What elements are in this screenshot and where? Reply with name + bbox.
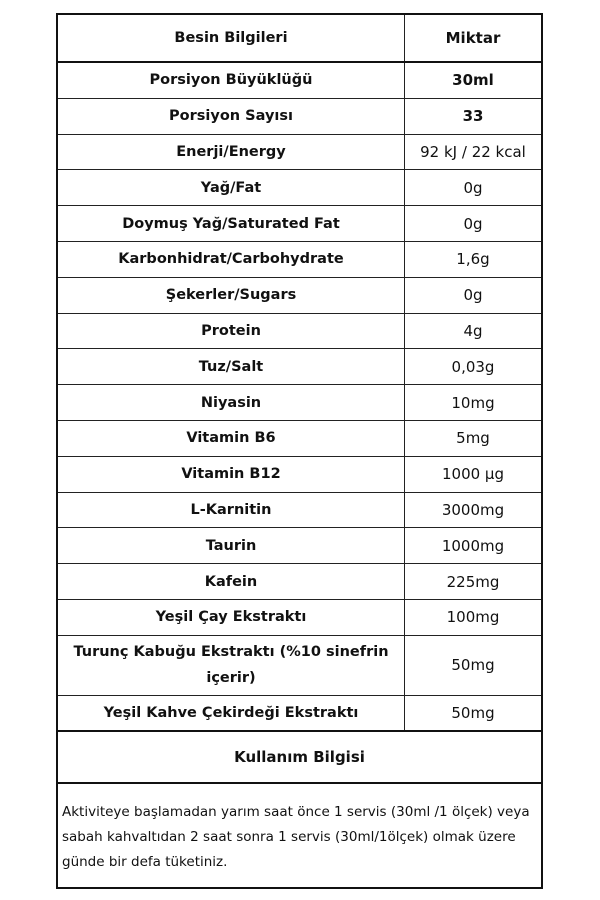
- table-row: Vitamin B6 5mg: [58, 420, 541, 457]
- nutrient-name: Tuz/Salt: [58, 349, 405, 385]
- nutrient-value: 30ml: [452, 71, 494, 90]
- nutrient-name: Porsiyon Sayısı: [58, 98, 405, 134]
- nutrient-name: Yeşil Kahve Çekirdeği Ekstraktı: [58, 695, 405, 730]
- nutrient-name: Yağ/Fat: [58, 170, 405, 206]
- usage-title: Kullanım Bilgisi: [58, 732, 541, 784]
- table-header: Besin Bilgileri Miktar: [58, 15, 541, 63]
- nutrient-value: 0g: [463, 214, 483, 233]
- nutrient-value: 5mg: [456, 429, 490, 448]
- table-row: Protein 4g: [58, 313, 541, 350]
- nutrient-name: Turunç Kabuğu Ekstraktı (%10 sinefrin iç…: [58, 635, 405, 695]
- table-row: Yeşil Kahve Çekirdeği Ekstraktı 50mg: [58, 695, 541, 732]
- table-row: Porsiyon Sayısı 33: [58, 98, 541, 135]
- nutrient-value: 1000 µg: [441, 465, 504, 484]
- table-row: Yağ/Fat 0g: [58, 170, 541, 207]
- nutrient-value: 50mg: [451, 656, 495, 675]
- nutrient-name: Kafein: [58, 564, 405, 599]
- nutrient-value: 3000mg: [441, 500, 505, 519]
- table-row: Porsiyon Büyüklüğü 30ml: [58, 63, 541, 99]
- table-row: L-Karnitin 3000mg: [58, 492, 541, 529]
- nutrition-table: Besin Bilgileri Miktar Porsiyon Büyüklüğ…: [56, 13, 543, 889]
- table-row: Taurin 1000mg: [58, 528, 541, 565]
- nutrient-value: 0,03g: [451, 357, 495, 376]
- table-row: Turunç Kabuğu Ekstraktı (%10 sinefrin iç…: [58, 635, 541, 696]
- nutrient-name: Doymuş Yağ/Saturated Fat: [58, 206, 405, 241]
- table-row: Vitamin B12 1000 µg: [58, 456, 541, 493]
- nutrient-name: L-Karnitin: [58, 492, 405, 528]
- table-row: Yeşil Çay Ekstraktı 100mg: [58, 599, 541, 636]
- nutrient-name: Karbonhidrat/Carbohydrate: [58, 241, 405, 277]
- nutrient-value: 50mg: [451, 703, 495, 722]
- nutrient-value: 225mg: [446, 572, 500, 591]
- nutrient-value: 1000mg: [441, 536, 505, 555]
- nutrient-value: 100mg: [446, 608, 500, 627]
- table-row: Niyasin 10mg: [58, 385, 541, 421]
- nutrient-value: 1,6g: [456, 250, 490, 269]
- nutrient-name: Porsiyon Büyüklüğü: [58, 63, 405, 98]
- nutrient-value: 0g: [463, 286, 483, 305]
- nutrient-value: 0g: [463, 178, 483, 197]
- nutrient-name: Şekerler/Sugars: [58, 277, 405, 313]
- nutrient-name: Protein: [58, 313, 405, 349]
- nutrient-name: Enerji/Energy: [58, 134, 405, 170]
- nutrient-value: 4g: [463, 321, 483, 340]
- nutrient-name: Niyasin: [58, 385, 405, 420]
- table-row: Tuz/Salt 0,03g: [58, 349, 541, 386]
- nutrient-name: Vitamin B12: [58, 456, 405, 492]
- nutrient-value: 33: [462, 107, 484, 126]
- nutrient-value: 10mg: [451, 393, 495, 412]
- table-row: Şekerler/Sugars 0g: [58, 277, 541, 314]
- header-nutrition: Besin Bilgileri: [58, 15, 405, 61]
- header-amount: Miktar: [445, 29, 501, 47]
- table-row: Doymuş Yağ/Saturated Fat 0g: [58, 206, 541, 242]
- usage-text: Aktiviteye başlamadan yarım saat önce 1 …: [62, 803, 530, 870]
- nutrient-value: 92 kJ / 22 kcal: [420, 142, 526, 161]
- nutrient-name: Vitamin B6: [58, 420, 405, 456]
- table-row: Karbonhidrat/Carbohydrate 1,6g: [58, 241, 541, 278]
- table-row: Kafein 225mg: [58, 564, 541, 600]
- nutrient-name: Yeşil Çay Ekstraktı: [58, 599, 405, 635]
- table-row: Enerji/Energy 92 kJ / 22 kcal: [58, 134, 541, 171]
- nutrient-name: Taurin: [58, 528, 405, 564]
